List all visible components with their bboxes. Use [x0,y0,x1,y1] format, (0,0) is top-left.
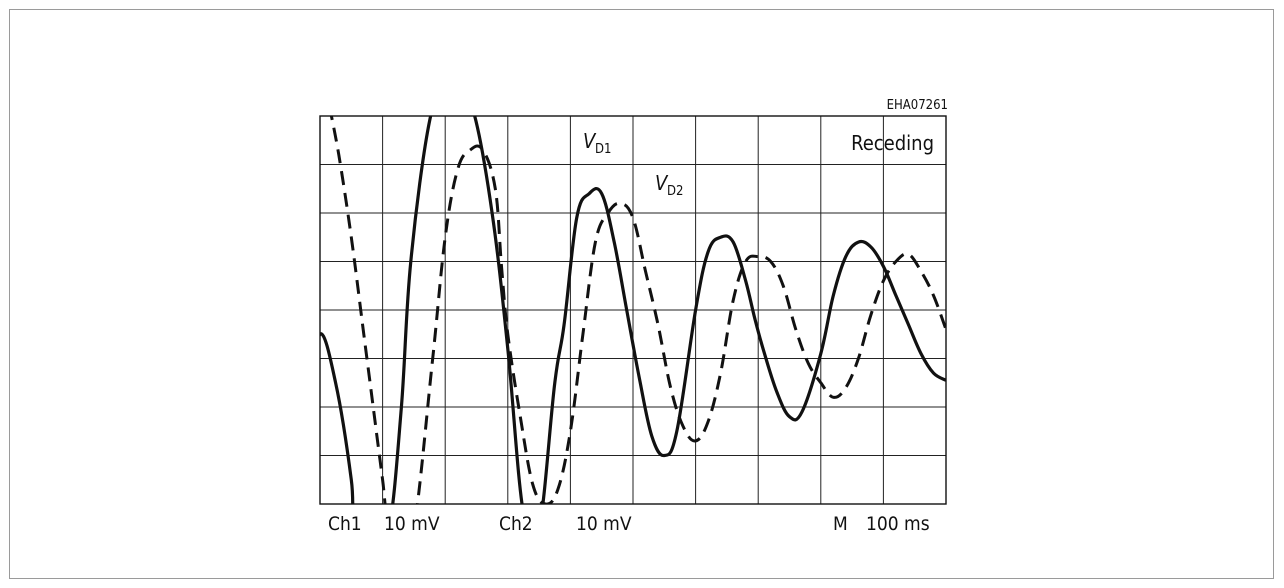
series-label-vd2: V D2 [655,171,683,199]
traces [320,116,946,504]
time-scale-label: 100 ms [866,513,930,535]
ch2-scale-label: 10 mV [576,513,632,535]
vd1-label-sub: D1 [595,142,611,157]
time-label: M [833,513,848,535]
figure-frame [9,9,1274,579]
series-line-vd1 [320,116,946,504]
mode-label: Receding [851,131,934,155]
plot-border [319,115,947,505]
ch1-label: Ch1 [328,513,362,535]
series-line-vd2 [329,116,946,504]
vd2-label-sub: D2 [667,184,683,199]
series-label-vd1: V D1 [583,129,611,157]
ch2-label: Ch2 [499,513,533,535]
vd2-label-main: V [655,171,669,195]
bottom-labels: Ch1 10 mV Ch2 10 mV M 100 ms [328,513,930,535]
figure-id: EHA07261 [887,98,948,113]
chart-grid [320,116,946,504]
vd1-label-main: V [583,129,597,153]
ch1-scale-label: 10 mV [384,513,440,535]
